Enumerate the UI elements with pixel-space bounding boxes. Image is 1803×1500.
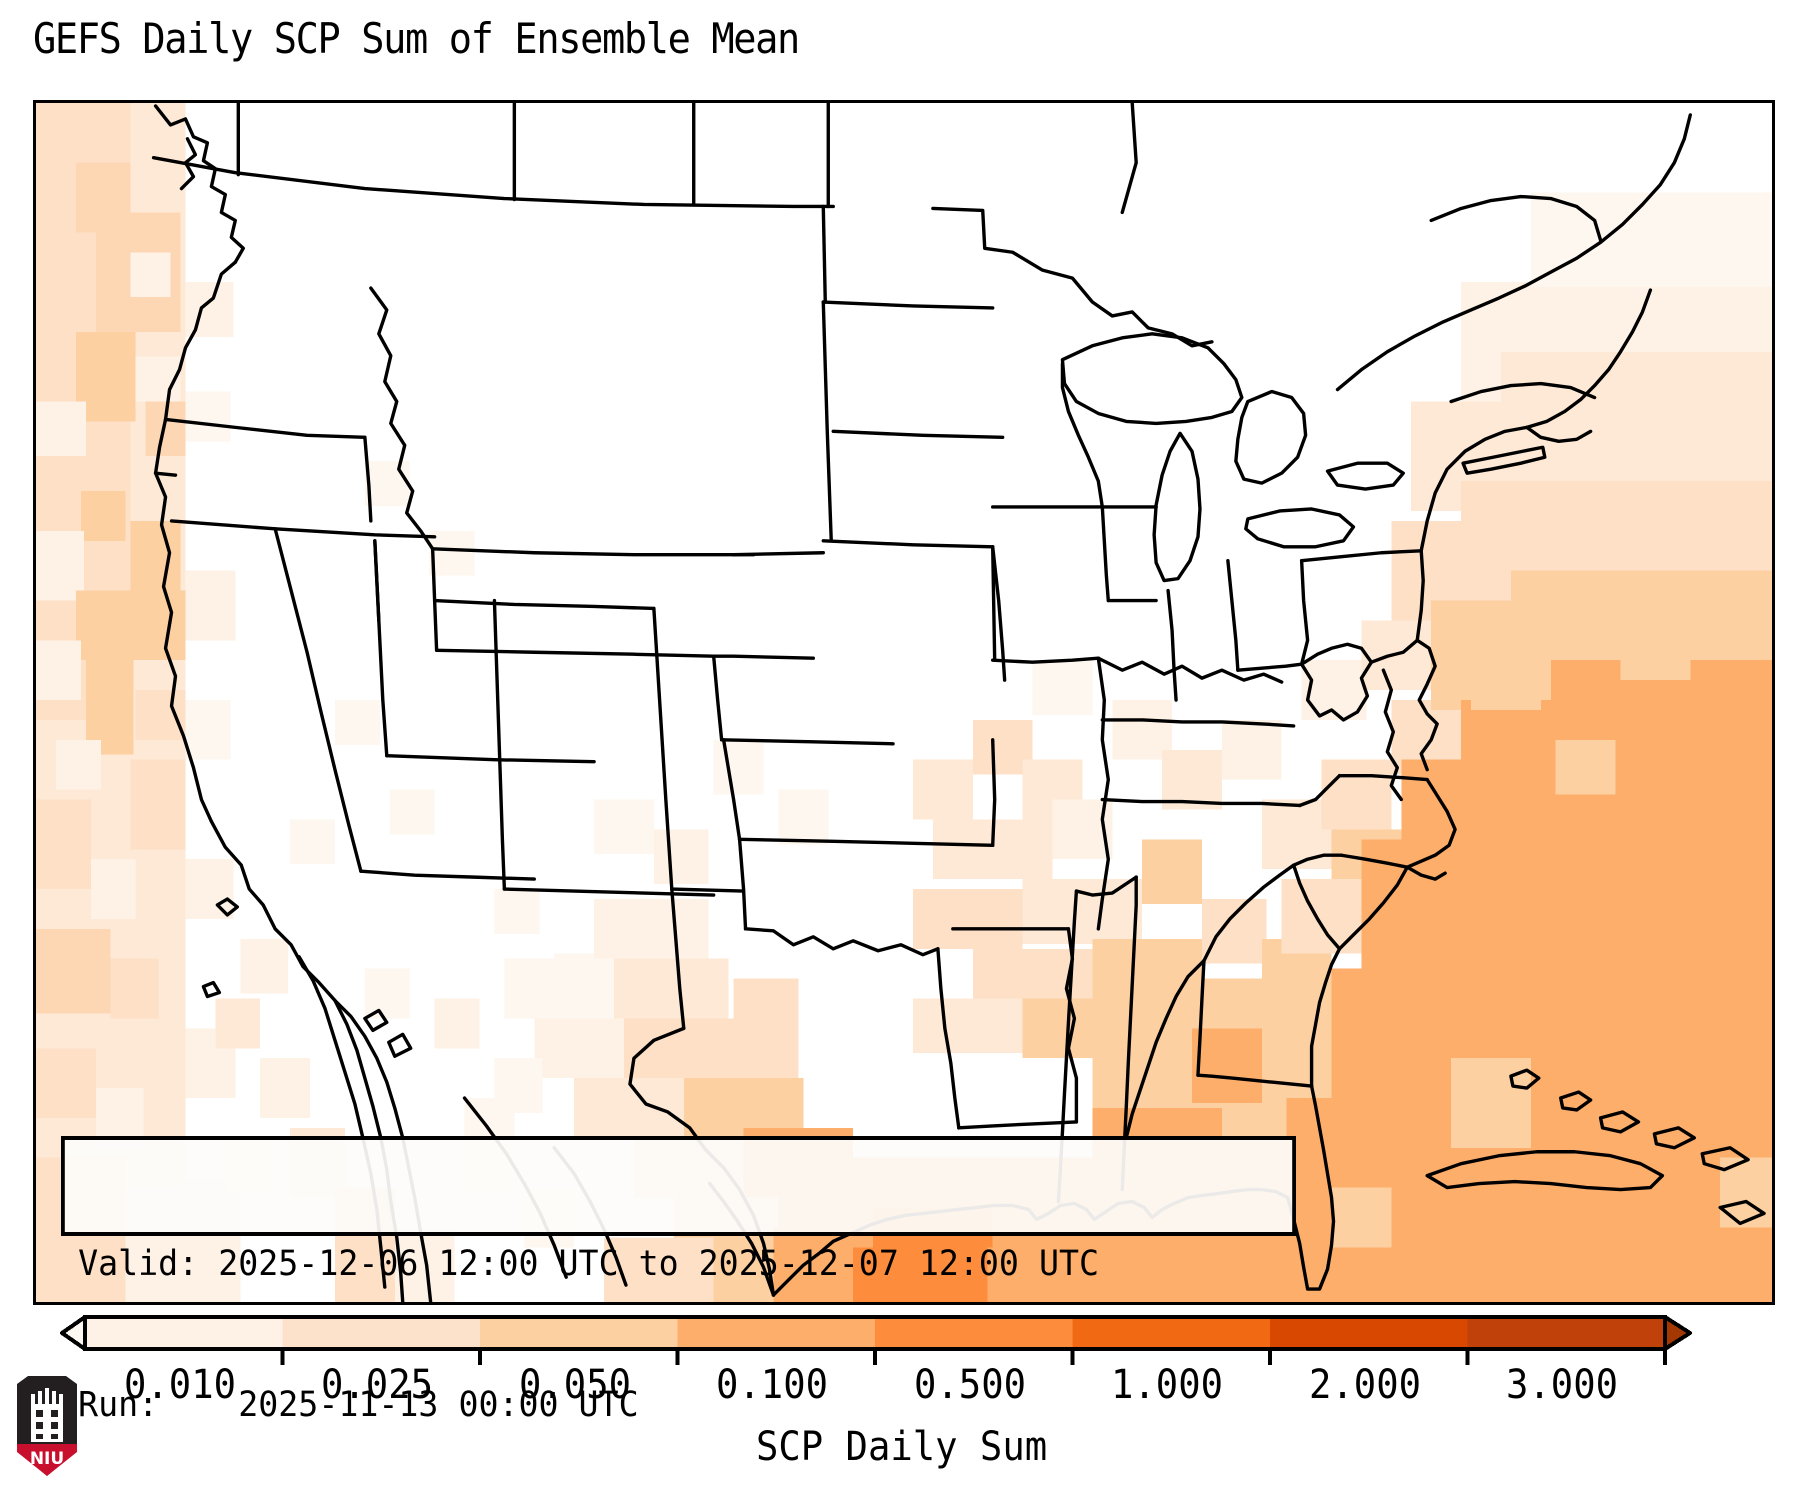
colorbar-band-3 [677, 1317, 876, 1349]
colorbar[interactable] [0, 1305, 1803, 1365]
colorbar-tick-label-1: 0.025 [321, 1362, 434, 1408]
colorbar-band-0 [85, 1317, 284, 1349]
colorbar-axis-title: SCP Daily Sum [0, 1424, 1803, 1470]
colorbar-tick-labels: 0.010 0.025 0.050 0.100 0.500 1.000 2.000 3.000 [0, 1362, 1803, 1412]
colorbar-band-2 [480, 1317, 679, 1349]
colorbar-under-arrow [60, 1315, 87, 1351]
colorbar-band-6 [1270, 1317, 1469, 1349]
colorbar-bands [85, 1317, 1666, 1349]
colorbar-tick-label-6: 2.000 [1308, 1362, 1421, 1408]
colorbar-band-5 [1072, 1317, 1271, 1349]
info-box: Valid: 2025-12-06 12:00 UTC to 2025-12-0… [61, 1136, 1296, 1425]
colorbar-tick-label-4: 0.500 [913, 1362, 1026, 1408]
colorbar-ticks [280, 1349, 1667, 1365]
niu-logo-text: NIU [30, 1449, 64, 1469]
colorbar-band-4 [875, 1317, 1074, 1349]
colorbar-band-7 [1467, 1317, 1666, 1349]
page-title: GEFS Daily SCP Sum of Ensemble Mean [33, 14, 800, 63]
colorbar-over-arrow [1663, 1315, 1692, 1351]
run-time-line: Run: 2025-11-13 00:00 UTC [78, 1385, 639, 1425]
colorbar-tick-label-5: 1.000 [1111, 1362, 1224, 1408]
colorbar-tick-label-7: 3.000 [1506, 1362, 1619, 1408]
colorbar-band-1 [282, 1317, 481, 1349]
scp-shading-layer [36, 103, 1772, 1302]
colorbar-axis-title-text: SCP Daily Sum [755, 1424, 1048, 1470]
valid-time-line: Valid: 2025-12-06 12:00 UTC to 2025-12-0… [78, 1244, 1100, 1284]
colorbar-tick-label-0: 0.010 [123, 1362, 236, 1408]
colorbar-tick-label-3: 0.100 [716, 1362, 829, 1408]
map-frame [33, 100, 1775, 1305]
niu-logo: NIU [17, 1376, 77, 1476]
colorbar-tick-label-2: 0.050 [518, 1362, 631, 1408]
